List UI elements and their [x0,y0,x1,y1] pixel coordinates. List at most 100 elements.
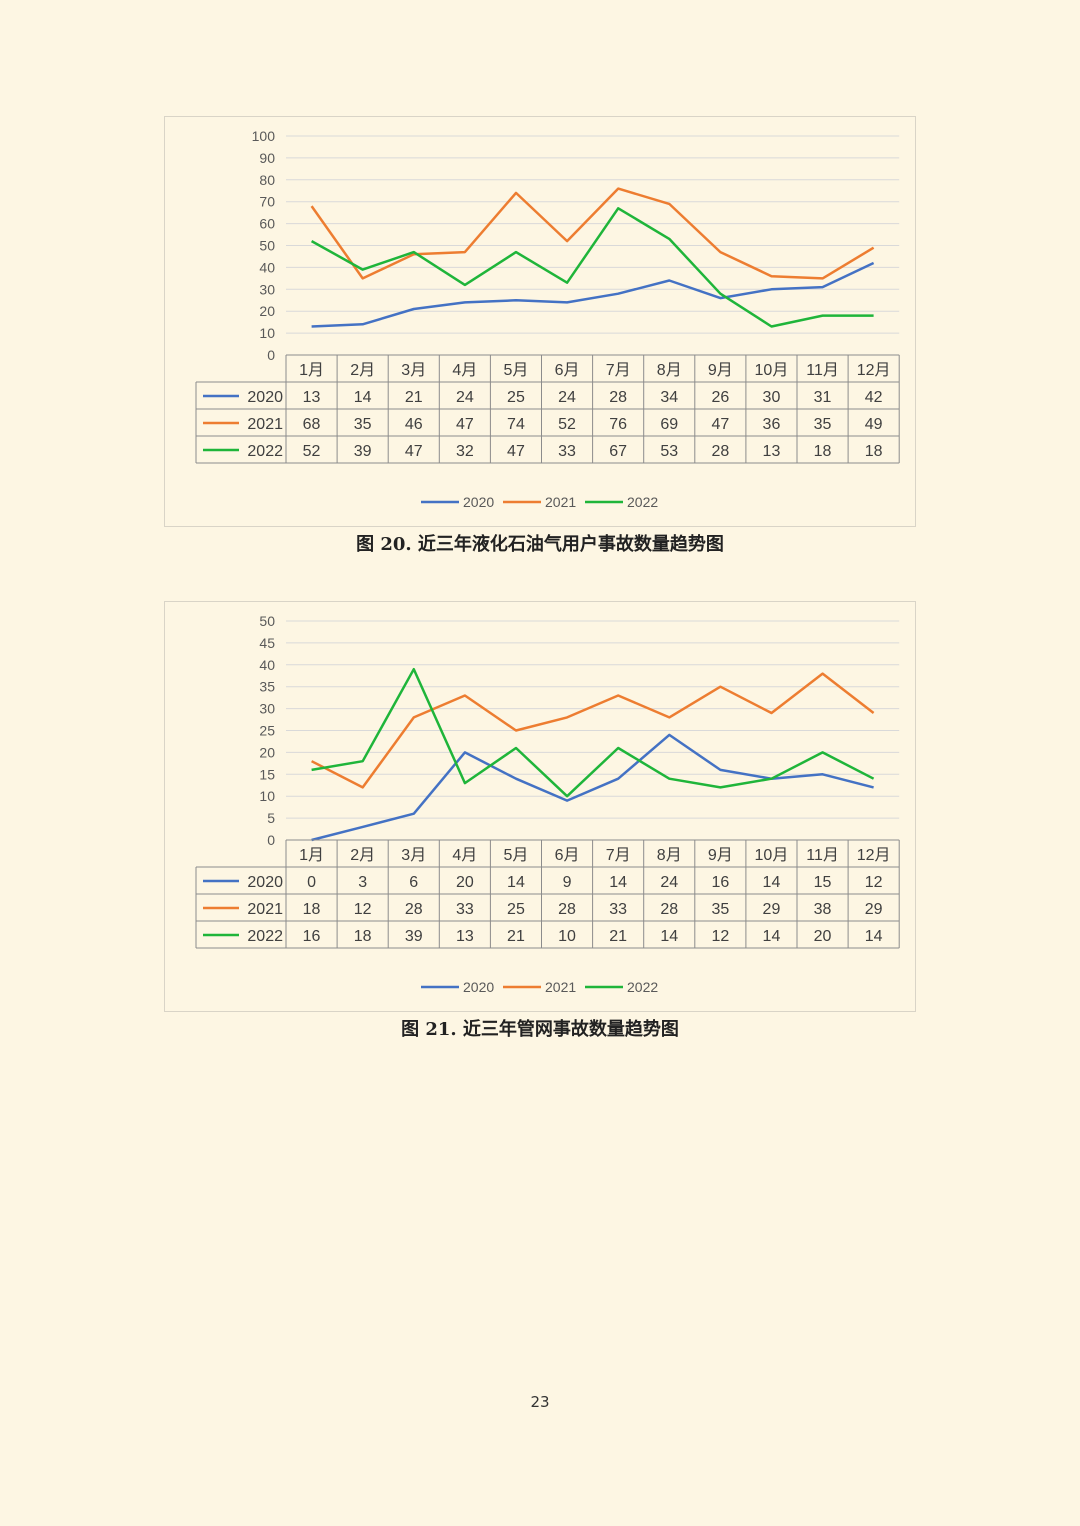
x-category-label: 3月 [401,362,426,379]
table-series-name: 2020 [247,389,283,406]
table-value: 28 [558,901,576,918]
table-value: 39 [354,443,372,460]
legend-label-2022: 2022 [627,979,658,995]
table-value: 35 [354,416,372,433]
table-value: 14 [660,928,678,945]
table-value: 25 [507,389,525,406]
table-value: 33 [558,443,576,460]
x-category-label: 1月 [299,847,324,864]
y-tick-label: 30 [259,701,275,717]
table-value: 68 [303,416,321,433]
table-value: 28 [609,389,627,406]
table-value: 46 [405,416,423,433]
table-value: 26 [711,389,729,406]
table-value: 20 [814,928,832,945]
y-tick-label: 80 [259,172,275,188]
legend-label-2021: 2021 [545,979,576,995]
table-value: 30 [763,389,781,406]
series-line-2022 [310,207,874,328]
legend-label-2020: 2020 [463,494,494,510]
x-category-label: 3月 [401,847,426,864]
y-tick-label: 70 [259,194,275,210]
table-value: 52 [558,416,576,433]
y-tick-label: 25 [259,723,275,739]
table-value: 29 [865,901,883,918]
table-value: 42 [865,389,883,406]
table-value: 14 [354,389,372,406]
table-value: 76 [609,416,627,433]
chart-lpg-svg: 0 10 20 30 40 50 60 70 80 90 100 1月 2月 3月 4月 5月 6月 7月 8月 9月… [195,128,900,510]
table-value: 24 [660,874,678,891]
x-category-label: 8月 [657,362,682,379]
y-tick-label: 50 [259,238,275,254]
table-value: 49 [865,416,883,433]
table-value: 3 [358,874,367,891]
legend-label-2022: 2022 [627,494,658,510]
series-line-2020 [311,733,874,842]
y-tick-label: 0 [267,832,275,848]
table-value: 52 [303,443,321,460]
table-value: 9 [563,874,572,891]
table-value: 10 [558,928,576,945]
y-tick-label: 20 [259,303,275,319]
table-value: 12 [711,928,729,945]
x-category-label: 2月 [350,362,375,379]
table-value: 14 [865,928,883,945]
table-series-name: 2020 [247,874,283,891]
table-value: 24 [558,389,576,406]
table-value: 33 [609,901,627,918]
table-value: 12 [354,901,372,918]
table-value: 28 [711,443,729,460]
y-tick-label: 50 [259,613,275,629]
x-category-label: 5月 [503,847,528,864]
x-category-label: 5月 [503,362,528,379]
table-series-name: 2022 [247,443,283,460]
table-value: 47 [507,443,525,460]
x-category-label: 2月 [350,847,375,864]
y-tick-label: 15 [259,766,275,782]
y-tick-label: 60 [259,216,275,232]
table-value: 12 [865,874,883,891]
table-value: 14 [763,928,781,945]
legend-label-2021: 2021 [545,494,576,510]
series-line-2022 [311,667,875,798]
x-category-label: 1月 [299,362,324,379]
table-value: 21 [609,928,627,945]
table-series-name: 2021 [247,901,283,918]
caption-figure-20: 图 20. 近三年液化石油气用户事故数量趋势图 [356,534,724,555]
y-tick-label: 45 [259,635,275,651]
table-series-name: 2021 [247,416,283,433]
table-value: 36 [763,416,781,433]
table-value: 74 [507,416,525,433]
table-value: 35 [814,416,832,433]
legend-label-2020: 2020 [463,979,494,995]
y-tick-label: 40 [259,259,275,275]
y-tick-label: 10 [259,325,275,341]
table-value: 13 [763,443,781,460]
table-value: 33 [456,901,474,918]
y-tick-label: 90 [259,150,275,166]
x-category-label: 10月 [755,847,789,864]
table-value: 21 [507,928,525,945]
y-tick-label: 35 [259,679,275,695]
page-number: 23 [530,1393,550,1411]
table-value: 21 [405,389,423,406]
y-tick-label: 10 [259,788,275,804]
y-tick-label: 5 [267,810,275,826]
x-category-label: 6月 [555,362,580,379]
table-value: 24 [456,389,474,406]
table-value: 29 [763,901,781,918]
table-value: 18 [303,901,321,918]
chart-pipeline-accidents: 0 5 10 15 20 25 30 35 40 45 50 1月 2月 3月 4月 5月 6月 7月 8月 9月 10… [164,601,916,1012]
y-tick-label: 40 [259,657,275,673]
table-value: 14 [507,874,525,891]
table-value: 35 [711,901,729,918]
table-value: 34 [660,389,678,406]
x-category-label: 7月 [606,847,631,864]
series-line-2021 [310,187,875,280]
x-category-label: 12月 [857,362,891,379]
table-value: 28 [405,901,423,918]
table-value: 0 [307,874,316,891]
x-category-label: 10月 [755,362,789,379]
